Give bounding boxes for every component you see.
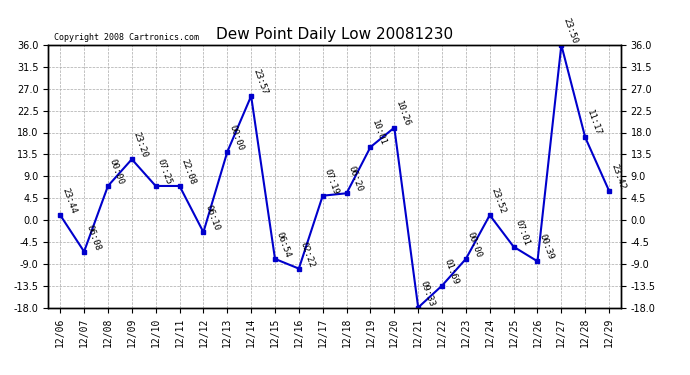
Text: 23:52: 23:52 — [490, 187, 507, 215]
Text: 10:26: 10:26 — [394, 99, 412, 128]
Text: 23:50: 23:50 — [562, 16, 579, 45]
Text: 06:20: 06:20 — [346, 165, 364, 193]
Title: Dew Point Daily Low 20081230: Dew Point Daily Low 20081230 — [216, 27, 453, 42]
Text: 10:01: 10:01 — [371, 119, 388, 147]
Text: Copyright 2008 Cartronics.com: Copyright 2008 Cartronics.com — [54, 33, 199, 42]
Text: 07:19: 07:19 — [323, 167, 340, 196]
Text: 06:54: 06:54 — [275, 231, 293, 259]
Text: 00:00: 00:00 — [108, 158, 126, 186]
Text: 23:20: 23:20 — [132, 131, 150, 159]
Text: 07:25: 07:25 — [156, 158, 173, 186]
Text: 23:57: 23:57 — [251, 68, 269, 96]
Text: 01:69: 01:69 — [442, 257, 460, 286]
Text: 07:01: 07:01 — [513, 218, 531, 247]
Text: 22:08: 22:08 — [179, 158, 197, 186]
Text: 23:42: 23:42 — [609, 162, 627, 191]
Text: 06:08: 06:08 — [84, 223, 101, 252]
Text: 23:44: 23:44 — [60, 187, 78, 215]
Text: 11:17: 11:17 — [585, 109, 603, 137]
Text: 00:00: 00:00 — [466, 231, 484, 259]
Text: 00:00: 00:00 — [227, 124, 245, 152]
Text: 09:33: 09:33 — [418, 279, 436, 308]
Text: 06:10: 06:10 — [204, 204, 221, 232]
Text: 02:22: 02:22 — [299, 240, 317, 268]
Text: 00:39: 00:39 — [538, 233, 555, 261]
